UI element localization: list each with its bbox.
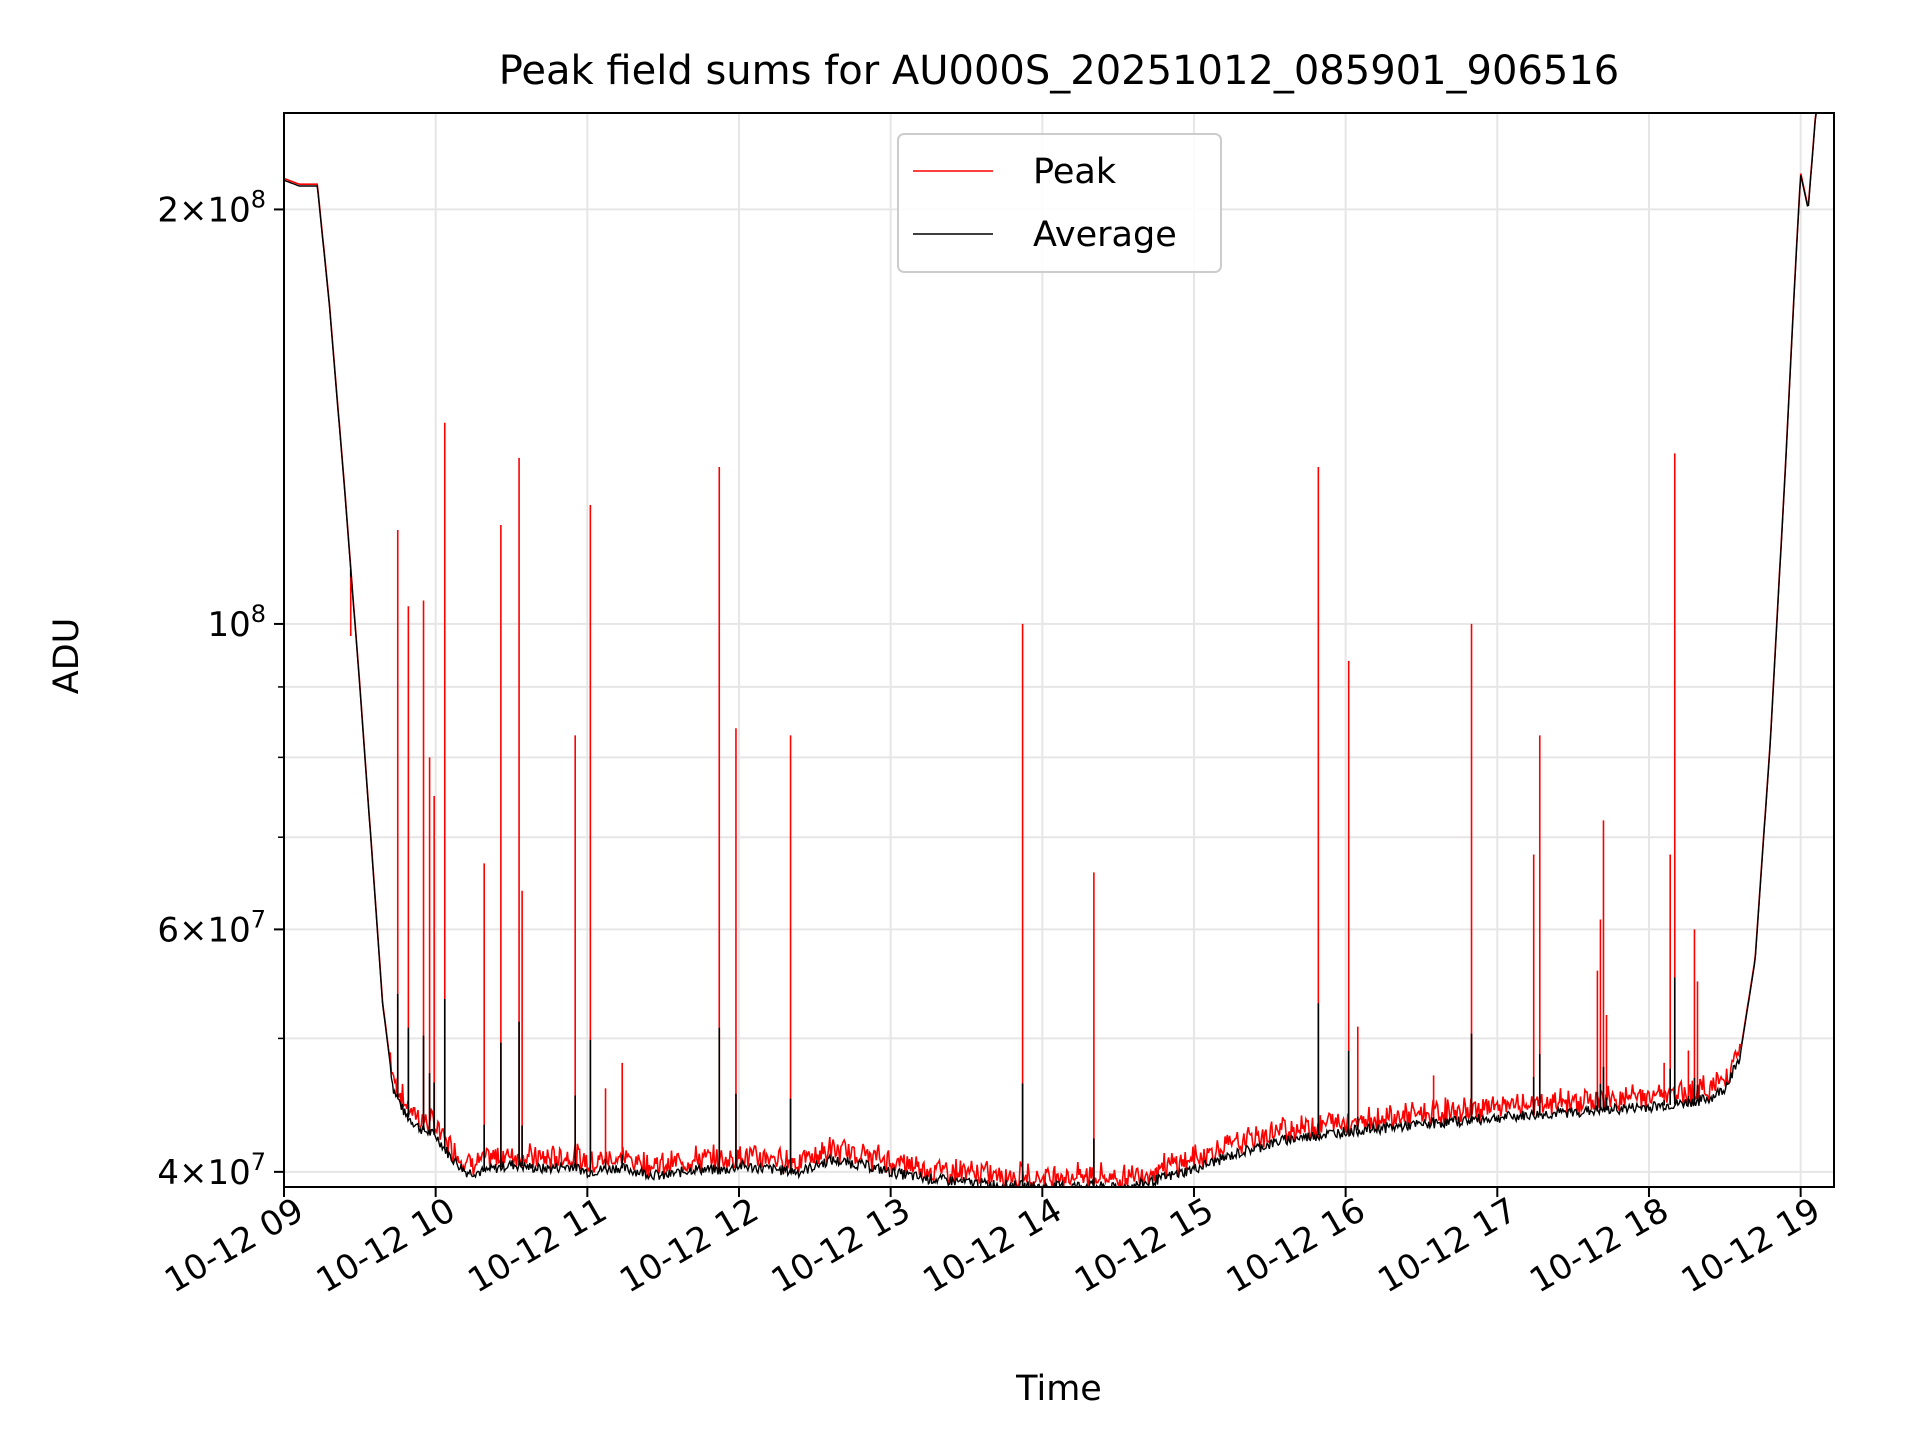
chart-title: Peak field sums for AU000S_20251012_0859… [499,48,1620,94]
x-tick-label: 10-12 16 [1220,1190,1372,1301]
y-tick-label: 108 [207,600,266,645]
x-tick-label: 10-12 10 [310,1190,462,1301]
x-tick-label: 10-12 19 [1675,1190,1827,1301]
legend-box [897,133,1222,273]
axes-frame [283,112,1835,1188]
x-tick-label: 10-12 13 [765,1190,917,1301]
y-tick-label: 4×107 [157,1148,266,1193]
x-tick-label: 10-12 12 [613,1190,765,1301]
grid [283,113,1834,1187]
y-axis-label: ADU [47,618,87,695]
x-tick-label: 10-12 17 [1371,1190,1523,1301]
y-tick-label: 2×108 [157,185,266,230]
x-tick-label: 10-12 15 [1068,1190,1220,1301]
x-tick-label: 10-12 14 [916,1190,1068,1301]
plot-area [284,113,1818,1187]
x-tick-label: 10-12 11 [461,1190,613,1301]
x-tick-label: 10-12 09 [158,1190,310,1301]
legend-average-label: Average [1033,215,1177,255]
average-series-line [284,113,1818,1187]
x-tick-label: 10-12 18 [1523,1190,1675,1301]
x-axis-label: Time [1015,1369,1102,1409]
legend-peak-label: Peak [1033,152,1117,192]
legend: Peak Average [897,133,1222,273]
y-tick-label: 6×107 [157,905,266,950]
